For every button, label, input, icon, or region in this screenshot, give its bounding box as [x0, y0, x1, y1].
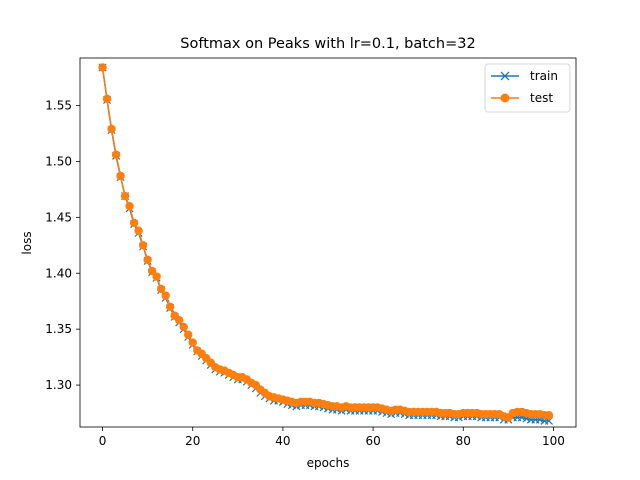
- y-tick-label: 1.30: [45, 378, 72, 392]
- data-point: [120, 191, 130, 201]
- legend-test-marker-icon: [500, 93, 510, 103]
- plot-area: [98, 63, 554, 425]
- data-point: [111, 150, 121, 159]
- legend: train test: [484, 63, 571, 113]
- data-point: [165, 302, 175, 311]
- y-tick-label: 1.40: [45, 266, 72, 280]
- data-point: [143, 255, 152, 265]
- data-point: [156, 284, 166, 294]
- data-point: [138, 241, 148, 250]
- x-tick-label: 40: [275, 434, 290, 448]
- data-point: [184, 330, 193, 339]
- legend-train-marker-icon: [500, 71, 510, 81]
- data-point: [129, 218, 139, 228]
- x-tick-label: 0: [99, 434, 107, 448]
- data-point: [102, 94, 112, 104]
- y-tick-label: 1.45: [45, 210, 72, 224]
- data-point: [107, 124, 116, 134]
- x-tick-label: 60: [365, 434, 380, 448]
- data-point: [147, 266, 157, 276]
- axis-ticks: 0 20 40 60 80 100 1.30 1.35 1.40 1.45 1.50 1.55: [45, 99, 565, 448]
- data-point: [161, 291, 170, 300]
- data-point: [544, 411, 554, 420]
- y-axis-label: loss: [20, 231, 34, 254]
- data-point: [175, 316, 184, 325]
- series-test: [98, 63, 554, 422]
- y-tick-label: 1.50: [45, 154, 72, 168]
- y-tick-label: 1.35: [45, 322, 72, 336]
- legend-train-label: train: [530, 69, 558, 83]
- data-point: [188, 338, 197, 347]
- data-point: [152, 272, 161, 281]
- x-tick-label: 100: [542, 434, 565, 448]
- legend-test-label: test: [530, 91, 553, 105]
- data-point: [116, 171, 125, 181]
- data-point: [98, 63, 107, 72]
- chart-title: Softmax on Peaks with lr=0.1, batch=32: [180, 36, 475, 52]
- x-tick-label: 20: [185, 434, 200, 448]
- x-axis-label: epochs: [307, 456, 350, 470]
- data-point: [125, 201, 134, 211]
- axes-frame: [79, 57, 577, 428]
- y-tick-label: 1.55: [45, 99, 72, 113]
- x-tick-label: 80: [456, 434, 471, 448]
- data-point: [179, 322, 188, 332]
- data-point: [134, 226, 143, 235]
